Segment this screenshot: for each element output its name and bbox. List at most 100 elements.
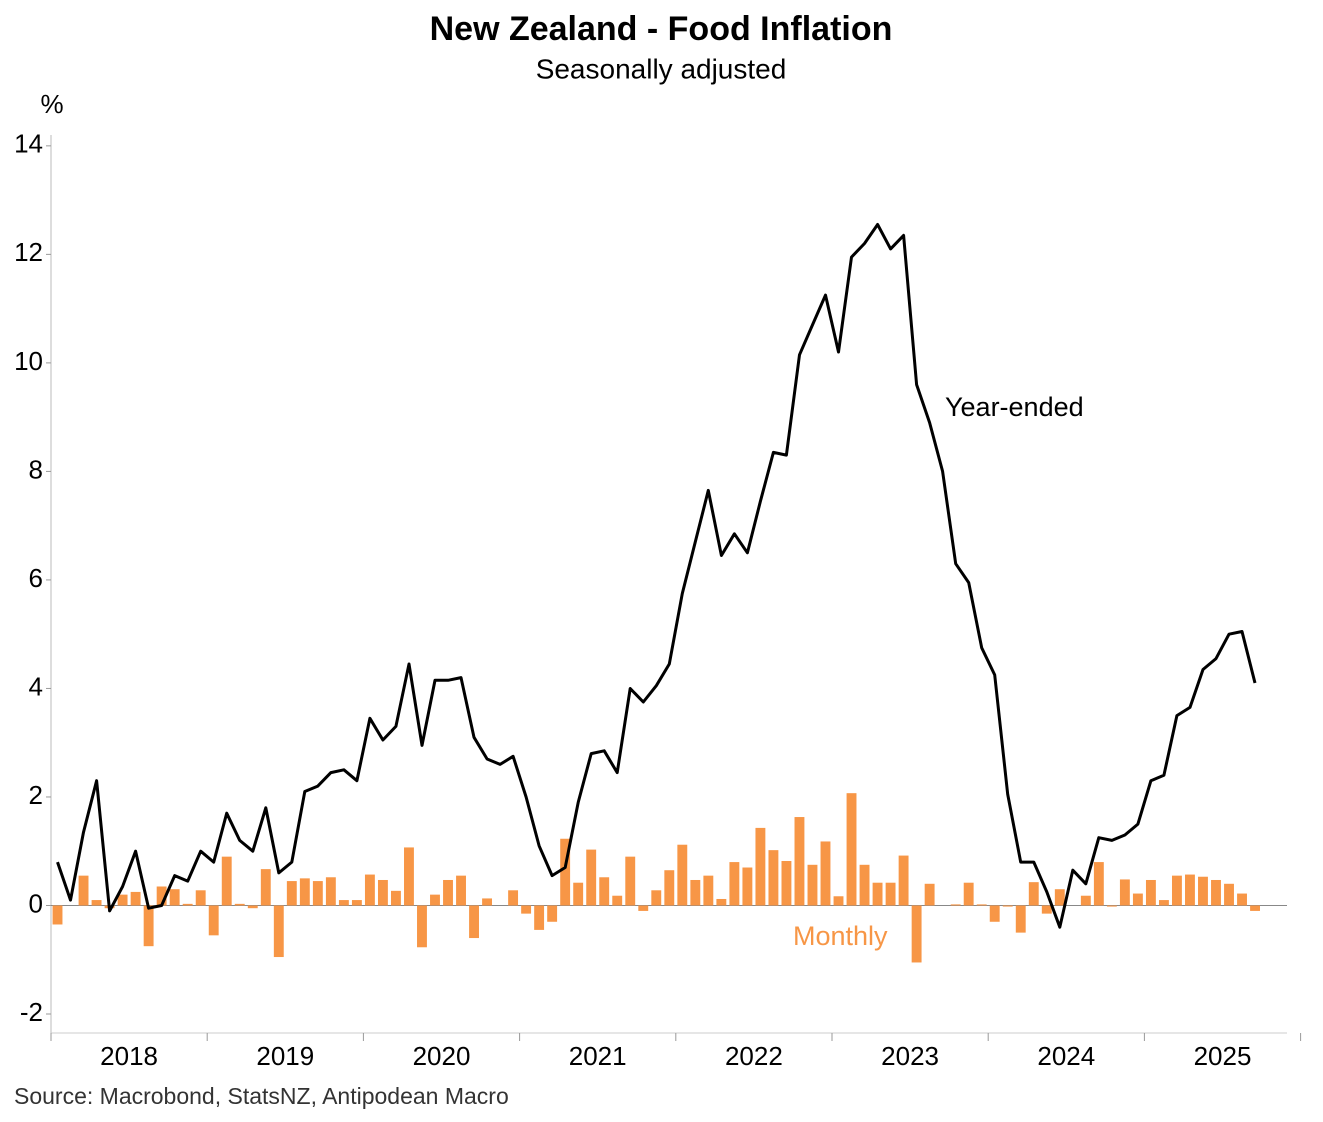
bar — [91, 900, 102, 906]
bar — [976, 904, 987, 906]
x-tick-label: 2022 — [725, 1041, 783, 1071]
bar — [755, 827, 766, 906]
bar — [846, 793, 857, 906]
bar — [364, 874, 375, 906]
bar — [1093, 862, 1104, 906]
bar — [1171, 875, 1182, 906]
bar — [898, 855, 909, 906]
y-tick-label: 4 — [29, 671, 43, 701]
bar — [547, 905, 558, 922]
bar — [1158, 900, 1169, 906]
bar — [807, 864, 818, 906]
bar — [430, 894, 440, 906]
bar — [885, 882, 896, 906]
bar — [351, 900, 362, 906]
bar — [156, 886, 167, 906]
bar — [456, 875, 466, 906]
bar — [1185, 874, 1195, 906]
y-tick-label: 14 — [14, 129, 43, 159]
bar — [794, 817, 805, 906]
bar — [1211, 879, 1221, 906]
bar — [768, 850, 779, 906]
source-note: Source: Macrobond, StatsNZ, Antipodean M… — [14, 1083, 509, 1109]
bar — [130, 891, 141, 906]
bar — [52, 905, 63, 925]
x-tick-label: 2018 — [100, 1041, 158, 1071]
y-tick-label: 6 — [29, 563, 43, 593]
bar — [404, 847, 414, 906]
bar — [195, 890, 206, 906]
bar — [286, 881, 297, 906]
y-tick-label: 2 — [29, 780, 43, 810]
y-tick-label: -2 — [20, 997, 43, 1027]
chart-title: New Zealand - Food Inflation — [430, 10, 893, 48]
line — [56, 223, 1257, 929]
bar — [677, 844, 688, 906]
x-tick-label: 2025 — [1194, 1041, 1252, 1071]
bar — [1028, 882, 1039, 906]
bar — [703, 875, 714, 906]
bar — [508, 890, 519, 906]
bar — [664, 870, 675, 906]
bar — [234, 903, 245, 906]
bar — [1080, 895, 1091, 906]
bar — [599, 877, 610, 906]
bar — [390, 890, 401, 906]
bar — [169, 889, 180, 906]
bar — [716, 898, 727, 906]
series-label: Monthly — [793, 921, 888, 951]
bar — [651, 890, 662, 906]
bar — [377, 879, 388, 906]
bar — [560, 838, 571, 906]
bar — [1106, 905, 1117, 907]
bar — [625, 856, 636, 906]
bar — [573, 882, 584, 906]
bar — [742, 867, 753, 906]
bar — [143, 905, 154, 947]
x-tick-label: 2024 — [1037, 1041, 1095, 1071]
bar — [182, 903, 193, 906]
bar — [247, 905, 258, 909]
bar — [612, 895, 623, 906]
x-tick-label: 2021 — [569, 1041, 627, 1071]
bar — [989, 905, 1000, 922]
x-tick-label: 2023 — [881, 1041, 939, 1071]
bar — [820, 841, 831, 906]
bar — [260, 869, 271, 906]
bar — [338, 900, 349, 906]
bar — [1119, 879, 1130, 906]
bar — [325, 877, 336, 906]
bar — [521, 905, 532, 914]
bar — [1237, 893, 1247, 906]
bar — [1054, 889, 1065, 906]
bar — [781, 860, 792, 906]
bar — [299, 878, 310, 906]
bar — [1041, 905, 1052, 914]
bar — [78, 875, 89, 906]
bar — [443, 879, 453, 906]
bar — [690, 879, 701, 906]
bar — [1250, 905, 1260, 911]
bar — [1145, 879, 1156, 906]
y-tick-label: 8 — [29, 454, 43, 484]
bar — [208, 905, 219, 936]
bar — [534, 905, 545, 930]
x-tick-label: 2019 — [256, 1041, 314, 1071]
bar — [1224, 883, 1234, 906]
bar — [482, 898, 493, 906]
bar — [1132, 893, 1143, 906]
y-tick-label: 0 — [29, 888, 43, 918]
bar — [911, 905, 922, 963]
bar — [117, 894, 128, 906]
bar — [872, 882, 883, 906]
bar — [469, 905, 479, 939]
bar — [950, 904, 961, 906]
bar — [221, 856, 232, 906]
bar — [1002, 905, 1013, 907]
bar — [638, 905, 649, 911]
bar — [924, 883, 935, 906]
series-label: Year-ended — [945, 392, 1084, 422]
y-tick-label: 10 — [14, 346, 43, 376]
y-axis-label: % — [40, 89, 63, 119]
